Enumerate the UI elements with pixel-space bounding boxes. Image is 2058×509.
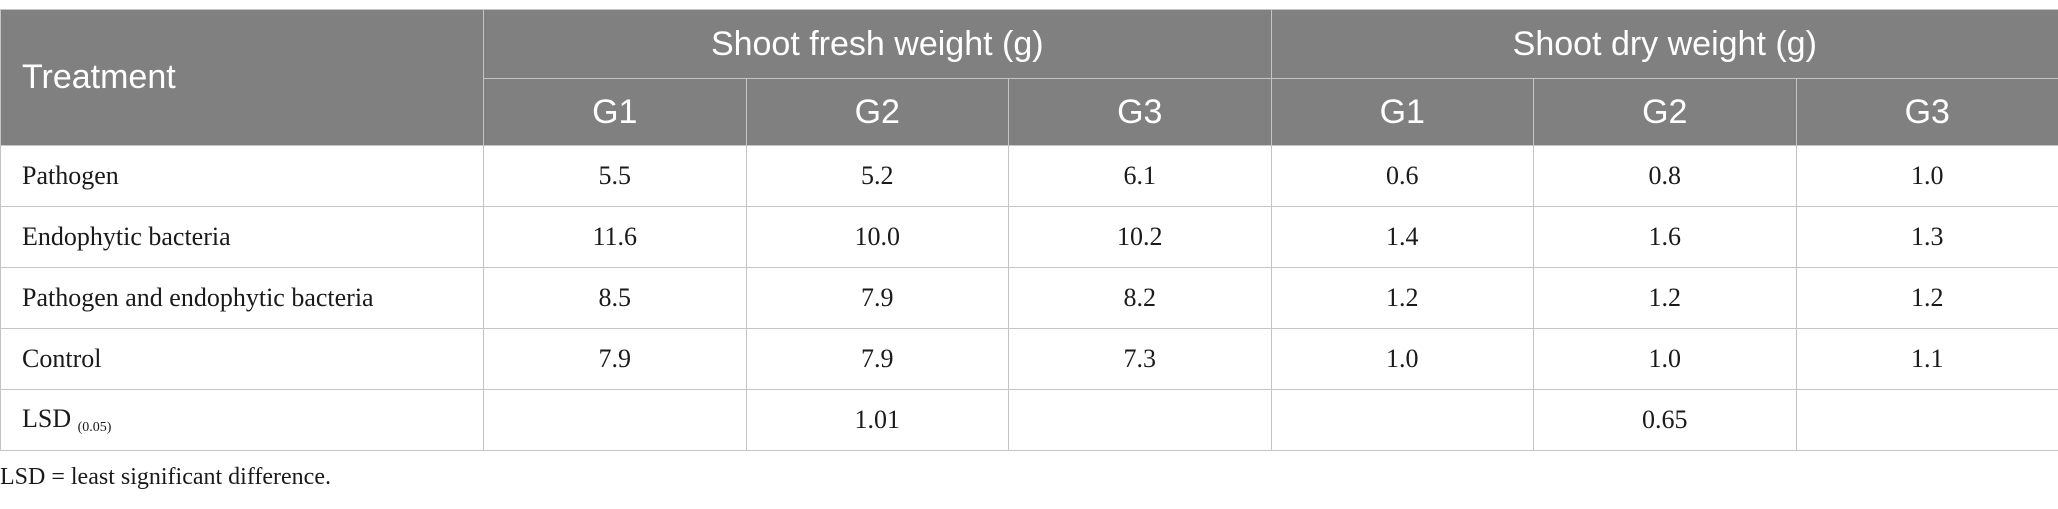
value-cell: 8.5 bbox=[483, 267, 747, 329]
value-cell: 8.2 bbox=[1008, 267, 1272, 329]
table-footnote: LSD = least significant difference. bbox=[0, 464, 331, 490]
value-cell: 1.0 bbox=[1795, 145, 2058, 207]
data-table: Treatment Shoot fresh weight (g) Shoot d… bbox=[0, 9, 2058, 451]
column-header: G1 bbox=[483, 78, 747, 146]
column-header: G3 bbox=[1795, 78, 2058, 146]
column-header: G2 bbox=[1533, 78, 1797, 146]
column-header: G2 bbox=[745, 78, 1009, 146]
value-cell: 7.3 bbox=[1008, 328, 1272, 390]
value-cell: 5.2 bbox=[745, 145, 1009, 207]
lsd-value-cell bbox=[483, 389, 747, 451]
value-cell: 7.9 bbox=[745, 267, 1009, 329]
lsd-label-cell: LSD (0.05) bbox=[0, 389, 484, 451]
treatment-cell: Endophytic bacteria bbox=[0, 206, 484, 268]
table-row: Pathogen 5.5 5.2 6.1 0.6 0.8 1.0 bbox=[0, 145, 2058, 207]
value-cell: 1.0 bbox=[1533, 328, 1797, 390]
value-cell: 7.9 bbox=[483, 328, 747, 390]
value-cell: 5.5 bbox=[483, 145, 747, 207]
value-cell: 0.8 bbox=[1533, 145, 1797, 207]
data-table-container: Treatment Shoot fresh weight (g) Shoot d… bbox=[0, 9, 2058, 451]
table-subheader-row: G1 G2 G3 G1 G2 G3 bbox=[1, 78, 2058, 146]
lsd-subscript: (0.05) bbox=[77, 420, 112, 435]
lsd-value-cell: 1.01 bbox=[745, 389, 1009, 451]
treatment-cell: Pathogen bbox=[0, 145, 484, 207]
lsd-label: LSD bbox=[22, 404, 72, 433]
lsd-value-cell bbox=[1270, 389, 1535, 451]
value-cell: 1.6 bbox=[1533, 206, 1797, 268]
value-cell: 10.0 bbox=[745, 206, 1009, 268]
value-cell: 1.2 bbox=[1270, 267, 1535, 329]
treatment-cell: Pathogen and endophytic bacteria bbox=[0, 267, 484, 329]
treatment-cell: Control bbox=[0, 328, 484, 390]
value-cell: 6.1 bbox=[1008, 145, 1272, 207]
table-row: Endophytic bacteria 11.6 10.0 10.2 1.4 1… bbox=[0, 206, 2058, 268]
treatment-column-header: Treatment bbox=[0, 9, 484, 146]
value-cell: 7.9 bbox=[745, 328, 1009, 390]
lsd-row: LSD (0.05) 1.01 0.65 bbox=[0, 389, 2058, 451]
table-row: Pathogen and endophytic bacteria 8.5 7.9… bbox=[0, 267, 2058, 329]
group-header-fresh-weight: Shoot fresh weight (g) bbox=[483, 9, 1272, 79]
column-header: G3 bbox=[1008, 78, 1272, 146]
value-cell: 1.2 bbox=[1795, 267, 2058, 329]
table-row: Control 7.9 7.9 7.3 1.0 1.0 1.1 bbox=[0, 328, 2058, 390]
group-header-dry-weight: Shoot dry weight (g) bbox=[1270, 9, 2058, 79]
value-cell: 10.2 bbox=[1008, 206, 1272, 268]
value-cell: 1.0 bbox=[1270, 328, 1535, 390]
value-cell: 0.6 bbox=[1270, 145, 1535, 207]
lsd-value-cell: 0.65 bbox=[1533, 389, 1797, 451]
value-cell: 1.4 bbox=[1270, 206, 1535, 268]
value-cell: 1.3 bbox=[1795, 206, 2058, 268]
value-cell: 11.6 bbox=[483, 206, 747, 268]
value-cell: 1.1 bbox=[1795, 328, 2058, 390]
lsd-value-cell bbox=[1008, 389, 1272, 451]
value-cell: 1.2 bbox=[1533, 267, 1797, 329]
table-header-row: Treatment Shoot fresh weight (g) Shoot d… bbox=[0, 9, 2058, 146]
column-header: G1 bbox=[1270, 78, 1535, 146]
lsd-value-cell bbox=[1795, 389, 2058, 451]
